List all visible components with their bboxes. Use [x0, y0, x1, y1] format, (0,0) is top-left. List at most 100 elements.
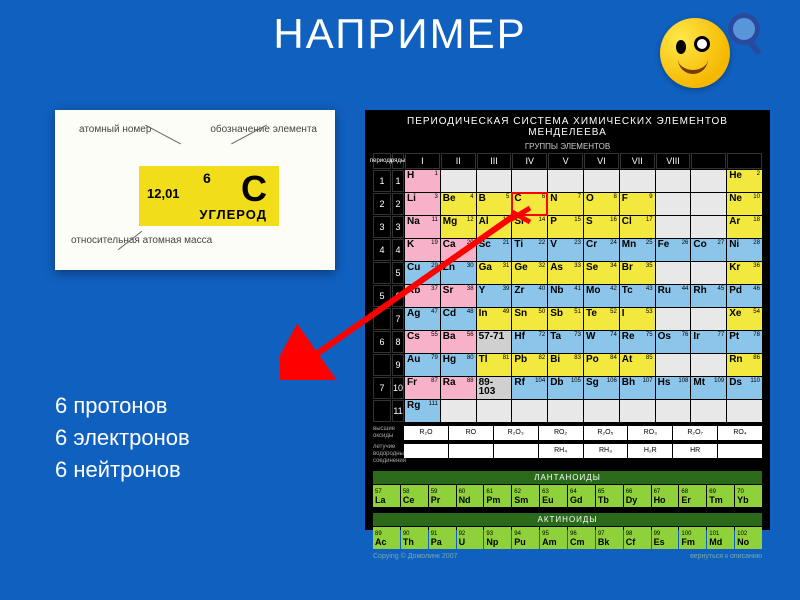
oxide-cell: RO₃ [628, 426, 672, 440]
series-cell-Sm: 62Sm [512, 485, 539, 507]
element-cell-Cr: 24Cr [584, 239, 619, 261]
element-name: УГЛЕРОД [199, 207, 267, 222]
element-cell-Rb: 37Rb [405, 285, 440, 307]
series-cell-Cf: 98Cf [624, 527, 651, 549]
series-cell-Pr: 59Pr [429, 485, 456, 507]
element-cell-Ne: 10Ne [727, 193, 762, 215]
oxide-cell: RO₄ [718, 426, 762, 440]
element-cell-Ge: 32Ge [512, 262, 547, 284]
element-cell-Sb: 51Sb [548, 308, 583, 330]
element-cell-In: 49In [477, 308, 512, 330]
oxide-cell: R₂O₇ [673, 426, 717, 440]
element-cell-K: 19K [405, 239, 440, 261]
element-cell-Mg: 12Mg [441, 216, 476, 238]
row-num: 10 [392, 377, 404, 399]
page-title: НАПРИМЕР [273, 10, 526, 58]
element-cell-Cu: 29Cu [405, 262, 440, 284]
hydride-cell [718, 444, 762, 458]
series-cell-Eu: 63Eu [540, 485, 567, 507]
series-cell-No: 102No [735, 527, 762, 549]
footer-left: Copying © Домолинк 2007 [373, 553, 457, 560]
element-cell-He: 2He [727, 170, 762, 192]
element-cell-Mt: 109Mt [691, 377, 726, 399]
empty-cell [656, 400, 691, 422]
series-cell-Nd: 60Nd [457, 485, 484, 507]
series-cell-Np: 93Np [484, 527, 511, 549]
element-cell-Be: 4Be [441, 193, 476, 215]
element-cell-S: 16S [584, 216, 619, 238]
group-header: VIII [656, 153, 691, 169]
element-cell-Co: 27Co [691, 239, 726, 261]
empty-cell [477, 170, 512, 192]
hydride-cell: RH₄ [539, 444, 583, 458]
element-cell-Ar: 18Ar [727, 216, 762, 238]
group-header: VII [620, 153, 655, 169]
series-cell-Es: 99Es [652, 527, 679, 549]
element-cell-Ba: 56Ba [441, 331, 476, 353]
element-cell-Na: 11Na [405, 216, 440, 238]
element-cell-Fr: 87Fr [405, 377, 440, 399]
period-num: 3 [373, 216, 391, 238]
series-cell-U: 92U [457, 527, 484, 549]
period-num [373, 262, 391, 284]
element-cell-Sg: 106Sg [584, 377, 619, 399]
group-header [691, 153, 726, 169]
period-num: 4 [373, 239, 391, 261]
empty-cell [691, 354, 726, 376]
empty-cell [691, 216, 726, 238]
series-cell-Yb: 70Yb [735, 485, 762, 507]
fact-protons: 6 протонов [55, 390, 190, 422]
series-cell-Cm: 96Cm [568, 527, 595, 549]
series-cell-Pa: 91Pa [429, 527, 456, 549]
element-cell-89-103: 89-103 [477, 377, 512, 399]
row-num: 7 [392, 308, 404, 330]
element-cell-Sn: 50Sn [512, 308, 547, 330]
empty-cell [620, 400, 655, 422]
empty-cell [584, 170, 619, 192]
series-cell-Fm: 100Fm [679, 527, 706, 549]
element-cell-Al: 13Al [477, 216, 512, 238]
group-header: IV [512, 153, 547, 169]
element-cell-Hf: 72Hf [512, 331, 547, 353]
row-num: 9 [392, 354, 404, 376]
empty-cell [441, 170, 476, 192]
oxide-cell: R₂O₃ [494, 426, 538, 440]
series-cell-Ho: 67Ho [652, 485, 679, 507]
element-cell-Fe: 26Fe [656, 239, 691, 261]
actinoids-title: АКТИНОИДЫ [373, 513, 762, 526]
series-cell-Bk: 97Bk [596, 527, 623, 549]
group-header: II [441, 153, 476, 169]
element-cell-P: 15P [548, 216, 583, 238]
empty-cell [656, 193, 691, 215]
element-cell-Pt: 78Pt [727, 331, 762, 353]
periodic-table: ПЕРИОДИЧЕСКАЯ СИСТЕМА ХИМИЧЕСКИХ ЭЛЕМЕНТ… [365, 110, 770, 530]
element-cell-Cl: 17Cl [620, 216, 655, 238]
element-cell-Cd: 48Cd [441, 308, 476, 330]
series-cell-Dy: 66Dy [624, 485, 651, 507]
period-label: периоды [373, 153, 391, 169]
element-cell-Sr: 38Sr [441, 285, 476, 307]
smiley-mascot [660, 18, 730, 88]
element-cell-Pd: 46Pd [727, 285, 762, 307]
period-num: 2 [373, 193, 391, 215]
row-num: 11 [392, 400, 404, 422]
element-cell-Ra: 88Ra [441, 377, 476, 399]
series-cell-Pu: 94Pu [512, 527, 539, 549]
empty-cell [584, 400, 619, 422]
hydride-cell [404, 444, 448, 458]
row-label: ряды [392, 153, 404, 169]
element-cell-Hs: 108Hs [656, 377, 691, 399]
element-cell-Tc: 43Tc [620, 285, 655, 307]
element-cell-Ni: 28Ni [727, 239, 762, 261]
series-cell-Ce: 58Ce [401, 485, 428, 507]
oxides-label: высшие оксиды [373, 426, 403, 440]
element-cell-Re: 75Re [620, 331, 655, 353]
series-cell-Ac: 89Ac [373, 527, 400, 549]
element-cell-At: 85At [620, 354, 655, 376]
oxide-cell: RO₂ [539, 426, 583, 440]
group-header: III [477, 153, 512, 169]
group-header: I [405, 153, 440, 169]
empty-cell [656, 354, 691, 376]
series-cell-Pm: 61Pm [484, 485, 511, 507]
period-num: 7 [373, 377, 391, 399]
